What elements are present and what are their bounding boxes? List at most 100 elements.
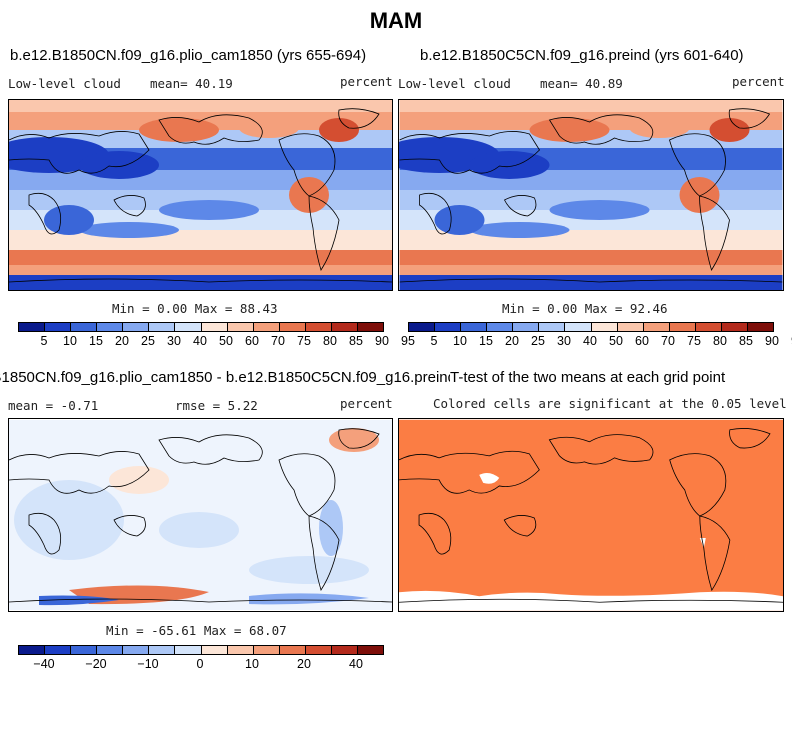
panel1-minmax: Min = 0.00 Max = 88.43	[112, 301, 278, 316]
cloud-band	[399, 265, 783, 275]
panel4-coastlines	[399, 428, 783, 603]
colorbar-tick-label: 20	[115, 334, 129, 348]
coastline-segment	[669, 133, 726, 197]
colorbar-swatch	[123, 323, 150, 331]
coastline-segment	[308, 195, 340, 271]
colorbar-swatch	[305, 646, 332, 654]
colorbar-swatch	[565, 323, 592, 331]
colorbar-tick-label: 5	[40, 334, 48, 348]
panel3-colorbar	[18, 645, 384, 655]
panel4-subtitle: Colored cells are significant at the 0.0…	[433, 396, 787, 411]
colorbar-tick-label: 85	[739, 334, 753, 348]
coastline-segment	[9, 451, 150, 494]
coastline-segment	[548, 434, 654, 465]
cloud-region	[289, 177, 329, 213]
colorbar-tick-label: 20	[297, 657, 311, 671]
colorbar-tick-label: 95	[401, 334, 415, 348]
colorbar-tick-label: 50	[609, 334, 623, 348]
colorbar-swatch	[71, 323, 98, 331]
coastline-segment	[699, 515, 731, 592]
cloud-region	[319, 118, 359, 142]
coastline-segment	[399, 131, 541, 174]
coastline-segment	[399, 450, 540, 494]
colorbar-swatch	[721, 323, 749, 331]
colorbar-swatch	[227, 646, 254, 654]
colorbar-tick-label: −40	[33, 657, 55, 671]
colorbar-tick-label: 20	[505, 334, 519, 348]
colorbar-swatch	[669, 323, 696, 331]
panel2-map-field	[399, 100, 783, 290]
coastline-segment	[9, 131, 150, 174]
panel3-units: percent	[340, 396, 393, 411]
cloud-band	[9, 275, 392, 290]
cloud-band	[399, 275, 783, 290]
panel2-colorbar	[408, 322, 774, 332]
cloud-band	[399, 250, 783, 265]
colorbar-tick-label: 40	[193, 334, 207, 348]
panel1-map	[8, 99, 393, 291]
colorbar-tick-label: 60	[635, 334, 649, 348]
panel3-map-field	[9, 420, 392, 610]
panel1-case-title: b.e12.B1850CN.f09_g16.plio_cam1850 (yrs …	[10, 47, 367, 64]
panel3-mean: mean = -0.71	[8, 398, 99, 413]
colorbar-swatch	[253, 323, 280, 331]
colorbar-tick-label: 15	[89, 334, 103, 348]
colorbar-swatch	[19, 323, 46, 331]
coastline-segment	[28, 512, 62, 555]
colorbar-tick-label: −20	[85, 657, 107, 671]
panel2-units: percent	[732, 74, 785, 89]
cloud-band	[9, 265, 392, 275]
panel1-colorbar-labels: 5 10 15 20 25 30 40 50 60 70 75 80 85 90 95	[18, 334, 415, 350]
panel1-map-field	[9, 100, 392, 290]
colorbar-tick-label: 80	[713, 334, 727, 348]
colorbar-swatch	[149, 646, 176, 654]
colorbar-tick-label: 60	[245, 334, 259, 348]
figure-title: MAM	[369, 8, 423, 33]
coastline-segment	[278, 453, 336, 517]
cloud-region	[469, 222, 570, 238]
cloud-region	[469, 151, 550, 179]
cloud-region	[79, 151, 159, 179]
cloud-band	[399, 100, 783, 112]
panel3-case-title-clip: b.e12.B1850CN.f09_g16.plio_cam1850 - b.e…	[0, 369, 450, 391]
cloud-region	[529, 118, 610, 142]
colorbar-tick-label: 70	[271, 334, 285, 348]
colorbar-swatch	[591, 323, 618, 331]
coastline-segment	[278, 133, 336, 197]
colorbar-swatch	[45, 646, 72, 654]
panel3-colorbar-labels: −40 −20 −10 0 10 20 40	[18, 657, 382, 673]
colorbar-tick-label: 40	[349, 657, 363, 671]
cloud-band	[9, 250, 392, 265]
cloud-region	[434, 205, 485, 235]
cloud-region	[159, 200, 259, 220]
coastline-segment	[418, 512, 452, 555]
coastline-segment	[113, 195, 146, 217]
panel1-units: percent	[340, 74, 393, 89]
coastline-segment	[728, 108, 771, 129]
cloud-region	[44, 205, 94, 235]
cloud-region	[549, 200, 650, 220]
panel2-mean: mean= 40.89	[540, 76, 623, 91]
colorbar-tick-label: 5	[430, 334, 438, 348]
colorbar-swatch	[358, 646, 384, 654]
colorbar-tick-label: 75	[297, 334, 311, 348]
colorbar-swatch	[435, 323, 462, 331]
colorbar-tick-label: 25	[141, 334, 155, 348]
panel3-case-title: b.e12.B1850CN.f09_g16.plio_cam1850 - b.e…	[0, 369, 450, 386]
coastline-segment	[28, 192, 62, 235]
colorbar-swatch	[539, 323, 566, 331]
panel3-coastlines	[9, 428, 392, 603]
colorbar-tick-label: 80	[323, 334, 337, 348]
colorbar-swatch	[279, 323, 306, 331]
panel4-map	[398, 418, 784, 612]
coastline-segment	[729, 428, 771, 449]
colorbar-swatch	[513, 323, 540, 331]
colorbar-tick-label: 50	[219, 334, 233, 348]
cloud-region	[629, 118, 690, 138]
colorbar-swatch	[97, 323, 124, 331]
panel4-map-field	[399, 419, 783, 611]
cloud-region	[679, 177, 720, 213]
panel3-minmax: Min = -65.61 Max = 68.07	[106, 623, 287, 638]
panel2-case-title: b.e12.B1850C5CN.f09_g16.preind (yrs 601-…	[420, 47, 744, 64]
